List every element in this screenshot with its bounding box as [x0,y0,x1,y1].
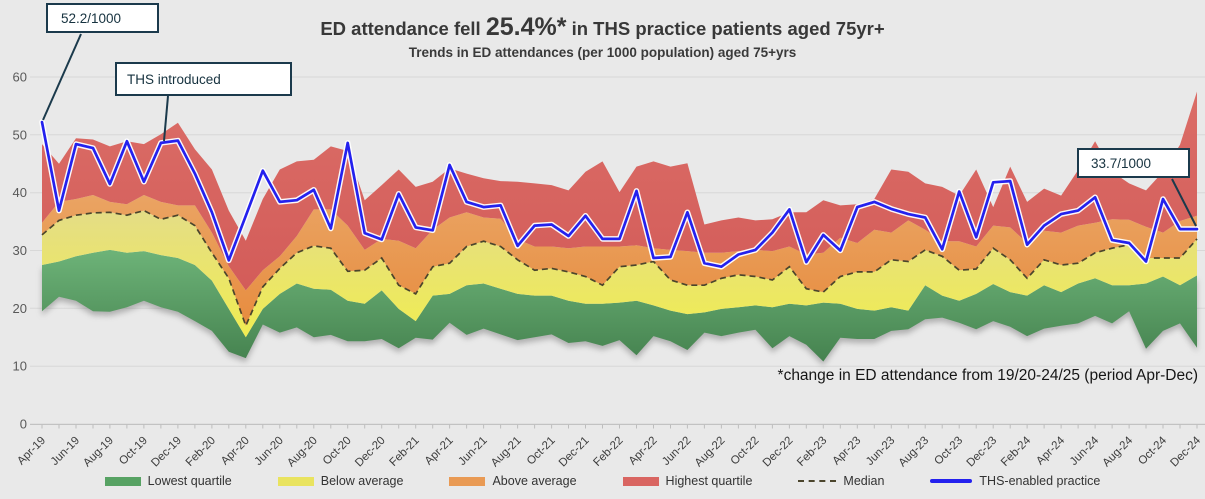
ths-line [40,120,1199,269]
band-lowest-quartile [42,249,1197,362]
x-tick-label: Aug-22 [693,435,728,470]
x-tick-label: Aug-21 [489,435,524,470]
y-tick-label: 0 [20,417,27,432]
y-tick-label: 50 [13,127,27,142]
x-tick-label: Oct-23 [932,435,965,468]
x-tick-label: Jun-19 [49,435,82,468]
legend-item-lowest-quartile: Lowest quartile [104,474,232,488]
x-tick-label: Jun-23 [864,435,897,468]
legend-label-ths-enabled-practice: THS-enabled practice [979,474,1101,488]
legend-swatch-highest-quartile [622,476,659,486]
band-below-average [42,210,1197,338]
legend-label-below-average: Below average [320,474,404,488]
x-tick-label: Jun-24 [1068,434,1102,468]
x-tick-label: Apr-21 [423,435,456,468]
x-tick-label: Apr-23 [831,435,864,468]
y-tick-label: 10 [13,359,27,374]
x-tick-label: Feb-22 [591,435,625,469]
x-tick-label: Feb-20 [184,435,218,469]
pointer-start-value [42,33,82,121]
legend-item-median: Median [798,474,884,488]
legend-swatch-median [798,480,837,482]
x-tick-label: Oct-21 [525,435,558,468]
legend-item-ths-enabled-practice: THS-enabled practice [930,474,1100,488]
x-tick-label: Aug-24 [1101,434,1136,469]
x-tick-label: Aug-23 [897,435,932,470]
x-tick-label: Apr-24 [1034,434,1067,467]
y-tick-label: 30 [13,243,27,258]
x-tick-label: Aug-20 [285,435,320,470]
legend-label-above-average: Above average [492,474,577,488]
x-tick-label: Dec-19 [149,435,184,470]
x-tick-label: Jun-22 [660,435,693,468]
x-tick-label: Jun-21 [456,435,489,468]
x-tick-label: Oct-20 [321,435,354,468]
callout-end-value-label: 33.7/1000 [1091,155,1152,171]
y-tick-label: 20 [13,301,27,316]
legend-label-highest-quartile: Highest quartile [665,474,753,488]
x-tick-label: Dec-23 [965,435,1000,470]
x-tick-label: Feb-23 [795,435,829,469]
pointer-ths-introduced [163,95,169,142]
legend: Lowest quartile Below average Above averag… [0,474,1205,488]
callout-ths-introduced: THS introduced [115,62,292,96]
x-tick-label: Oct-24 [1136,434,1169,467]
x-tick-label: Apr-19 [15,435,48,468]
x-tick-label: Oct-22 [729,435,762,468]
callout-start-value-label: 52.2/1000 [61,10,122,26]
y-tick-label: 60 [13,70,27,85]
callout-end-value: 33.7/1000 [1077,148,1190,178]
legend-item-below-average: Below average [277,474,404,488]
x-tick-label: Apr-20 [219,435,252,468]
legend-label-lowest-quartile: Lowest quartile [147,474,232,488]
x-tick-label: Dec-21 [557,435,592,470]
median-line [41,209,1198,328]
x-tick-label: Aug-19 [81,435,116,470]
x-tick-label: Apr-22 [627,435,660,468]
x-tick-label: Feb-24 [999,434,1034,469]
legend-item-above-average: Above average [449,474,577,488]
legend-swatch-ths-enabled-practice [930,479,973,483]
legend-item-highest-quartile: Highest quartile [622,474,753,488]
callout-start-value: 52.2/1000 [46,3,159,33]
legend-swatch-lowest-quartile [104,476,141,486]
legend-label-median: Median [843,474,885,488]
x-tick-label: Dec-22 [761,435,796,470]
footnote: *change in ED attendance from 19/20-24/2… [777,367,1198,384]
x-tick-label: Jun-20 [253,435,286,468]
x-tick-label: Oct-19 [117,435,150,468]
legend-swatch-above-average [449,476,486,486]
pointer-end-value [1171,178,1197,227]
callout-ths-introduced-label: THS introduced [127,71,221,87]
x-tick-label: Dec-20 [353,435,388,470]
x-tick-label: Dec-24 [1168,434,1203,469]
legend-swatch-below-average [277,476,314,486]
x-tick-label: Feb-21 [388,435,422,469]
y-tick-label: 40 [13,185,27,200]
